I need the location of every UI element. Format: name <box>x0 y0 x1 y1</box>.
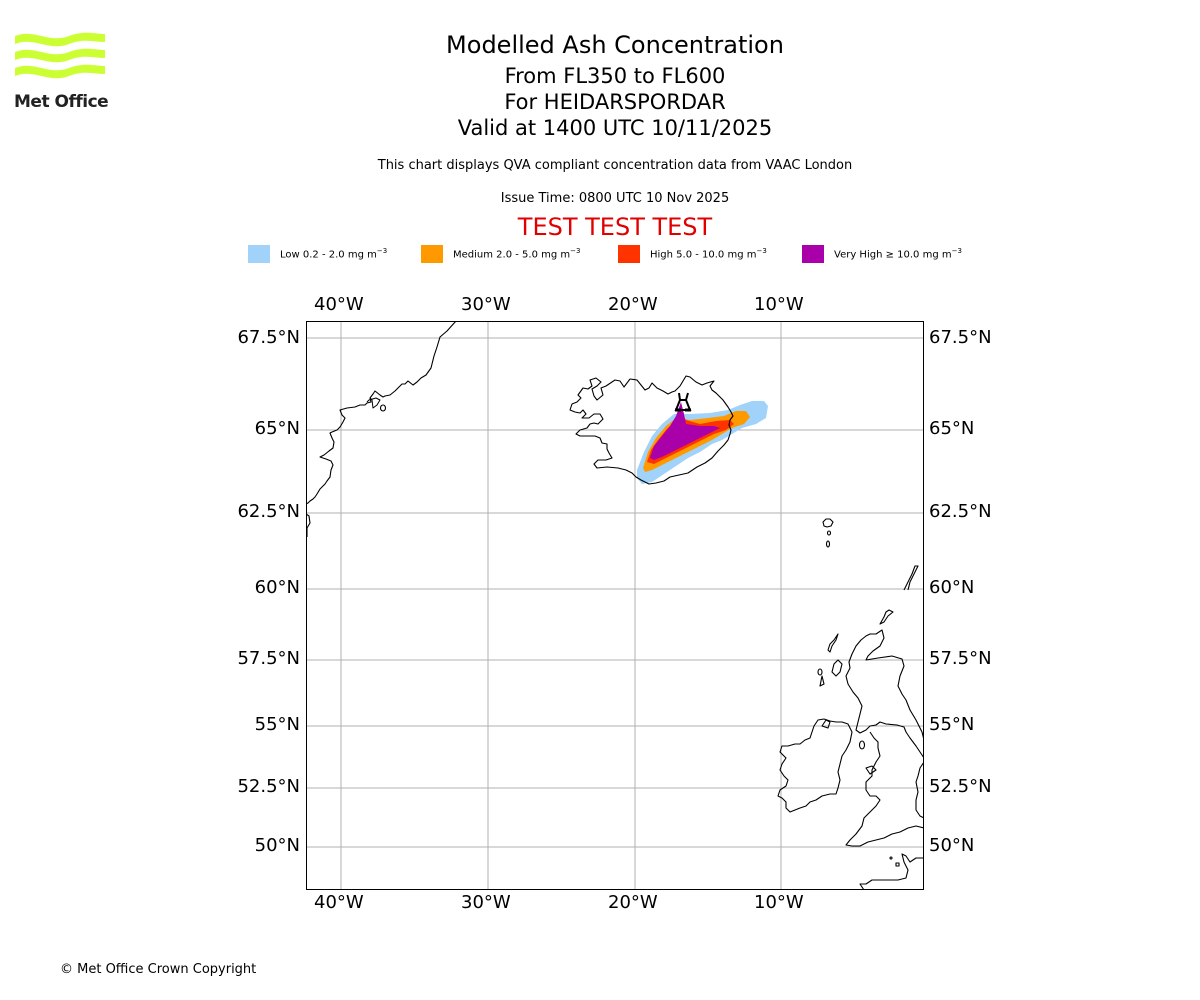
legend-swatch-low <box>248 245 270 263</box>
legend-swatch-medium <box>421 245 443 263</box>
lat-tick-left-62-5n: 62.5°N <box>237 501 300 522</box>
lon-tick-bottom-40w: 40°W <box>314 892 364 913</box>
valid-time: Valid at 1400 UTC 10/11/2025 <box>457 116 773 140</box>
lat-tick-left-52-5n: 52.5°N <box>237 776 300 797</box>
lat-tick-right-62-5n: 62.5°N <box>929 501 992 522</box>
legend-item-very-high: Very High ≥ 10.0 mg m−3 <box>802 244 962 264</box>
chart-title: Modelled Ash Concentration <box>446 31 784 59</box>
lon-tick-top-10w: 10°W <box>754 294 804 315</box>
legend-label-very-high: Very High ≥ 10.0 mg m−3 <box>834 247 962 261</box>
legend-label-high: High 5.0 - 10.0 mg m−3 <box>650 247 767 261</box>
legend-item-low: Low 0.2 - 2.0 mg m−3 <box>248 244 387 264</box>
coastline-ireland <box>777 718 853 813</box>
met-office-logo: Met Office <box>14 30 110 112</box>
lat-tick-right-60n: 60°N <box>929 577 975 598</box>
coastline-orkney <box>879 609 894 625</box>
map-panel <box>306 321 924 890</box>
lat-tick-right-52-5n: 52.5°N <box>929 776 992 797</box>
lat-tick-left-60n: 60°N <box>254 577 300 598</box>
volcano-name: For HEIDARSPORDAR <box>504 90 726 114</box>
lat-tick-right-67-5n: 67.5°N <box>929 327 992 348</box>
met-office-waves-icon <box>15 32 105 79</box>
volcano-icon <box>674 392 692 412</box>
chart-description: This chart displays QVA compliant concen… <box>377 158 853 173</box>
lat-tick-left-65n: 65°N <box>254 418 300 439</box>
issue-time: Issue Time: 0800 UTC 10 Nov 2025 <box>500 191 730 206</box>
lon-tick-bottom-20w: 20°W <box>608 892 658 913</box>
lon-tick-top-20w: 20°W <box>608 294 658 315</box>
legend-label-low: Low 0.2 - 2.0 mg m−3 <box>280 247 388 261</box>
lat-tick-left-50n: 50°N <box>254 835 300 856</box>
legend-swatch-very-high <box>802 245 824 263</box>
test-banner: TEST TEST TEST <box>517 213 713 241</box>
lat-tick-right-50n: 50°N <box>929 835 975 856</box>
lat-tick-right-65n: 65°N <box>929 418 975 439</box>
lat-tick-left-55n: 55°N <box>254 714 300 735</box>
ash-cloud <box>637 401 768 484</box>
coastline-shetland <box>903 565 919 591</box>
coastline-faroes <box>822 518 834 528</box>
coastline-greenland <box>306 321 457 505</box>
flight-levels: From FL350 to FL600 <box>504 64 726 88</box>
lon-tick-top-30w: 30°W <box>461 294 511 315</box>
map-frame <box>306 321 924 890</box>
ash-very-high <box>650 402 720 460</box>
legend-item-high: High 5.0 - 10.0 mg m−3 <box>618 244 767 264</box>
lat-tick-right-57-5n: 57.5°N <box>929 648 992 669</box>
legend-item-medium: Medium 2.0 - 5.0 mg m−3 <box>421 244 580 264</box>
lat-tick-left-57-5n: 57.5°N <box>237 648 300 669</box>
lat-tick-right-55n: 55°N <box>929 714 975 735</box>
coastline-france <box>859 853 924 890</box>
lat-tick-left-67-5n: 67.5°N <box>237 327 300 348</box>
lon-tick-bottom-30w: 30°W <box>461 892 511 913</box>
coastlines <box>306 321 924 890</box>
met-office-logo-text: Met Office <box>14 92 109 112</box>
graticule <box>306 321 924 890</box>
legend-label-medium: Medium 2.0 - 5.0 mg m−3 <box>453 247 581 261</box>
copyright-notice: © Met Office Crown Copyright <box>60 962 257 977</box>
legend-swatch-high <box>618 245 640 263</box>
coastline-great-britain <box>845 629 924 759</box>
lon-tick-bottom-10w: 10°W <box>754 892 804 913</box>
coastline-iceland <box>569 375 734 485</box>
lon-tick-top-40w: 40°W <box>314 294 364 315</box>
